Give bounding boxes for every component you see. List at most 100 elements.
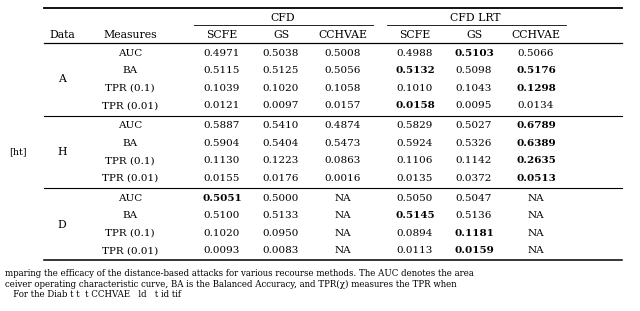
- Text: TPR (0.1): TPR (0.1): [105, 229, 155, 238]
- Text: NA: NA: [335, 211, 351, 220]
- Text: CCHVAE: CCHVAE: [319, 30, 367, 40]
- Text: 0.1039: 0.1039: [204, 84, 240, 93]
- Text: 0.5887: 0.5887: [204, 121, 240, 130]
- Text: 0.5473: 0.5473: [325, 139, 361, 148]
- Text: 0.0093: 0.0093: [204, 246, 240, 255]
- Text: CCHVAE: CCHVAE: [511, 30, 561, 40]
- Text: TPR (0.01): TPR (0.01): [102, 174, 158, 183]
- Text: 0.5326: 0.5326: [456, 139, 492, 148]
- Text: 0.5404: 0.5404: [263, 139, 299, 148]
- Text: 0.5066: 0.5066: [518, 49, 554, 58]
- Text: 0.0157: 0.0157: [325, 101, 361, 110]
- Text: 0.4971: 0.4971: [204, 49, 240, 58]
- Text: BA: BA: [122, 211, 138, 220]
- Text: 0.5829: 0.5829: [397, 121, 433, 130]
- Text: SCFE: SCFE: [399, 30, 431, 40]
- Text: 0.1142: 0.1142: [456, 156, 492, 165]
- Text: 0.1223: 0.1223: [263, 156, 299, 165]
- Text: Data: Data: [49, 30, 75, 40]
- Text: 0.0016: 0.0016: [325, 174, 361, 183]
- Text: NA: NA: [335, 194, 351, 203]
- Text: AUC: AUC: [118, 49, 142, 58]
- Text: 0.5103: 0.5103: [454, 49, 494, 58]
- Text: 0.4988: 0.4988: [397, 49, 433, 58]
- Text: 0.5100: 0.5100: [204, 211, 240, 220]
- Text: 0.0113: 0.0113: [397, 246, 433, 255]
- Text: 0.5051: 0.5051: [202, 194, 242, 203]
- Text: 0.2635: 0.2635: [516, 156, 556, 165]
- Text: 0.4874: 0.4874: [325, 121, 361, 130]
- Text: SCFE: SCFE: [206, 30, 237, 40]
- Text: 0.1298: 0.1298: [516, 84, 556, 93]
- Text: 0.1130: 0.1130: [204, 156, 240, 165]
- Text: 0.0372: 0.0372: [456, 174, 492, 183]
- Text: 0.0121: 0.0121: [204, 101, 240, 110]
- Text: BA: BA: [122, 139, 138, 148]
- Text: ceiver operating characteristic curve, BA is the Balanced Accuracy, and TPR(χ) m: ceiver operating characteristic curve, B…: [5, 280, 456, 289]
- Text: H: H: [57, 147, 67, 157]
- Text: 0.5008: 0.5008: [325, 49, 361, 58]
- Text: 0.0095: 0.0095: [456, 101, 492, 110]
- Text: 0.0159: 0.0159: [454, 246, 494, 255]
- Text: TPR (0.1): TPR (0.1): [105, 84, 155, 93]
- Text: 0.1020: 0.1020: [263, 84, 299, 93]
- Text: 0.5136: 0.5136: [456, 211, 492, 220]
- Text: 0.0863: 0.0863: [325, 156, 361, 165]
- Text: Measures: Measures: [103, 30, 157, 40]
- Text: TPR (0.01): TPR (0.01): [102, 246, 158, 255]
- Text: 0.0134: 0.0134: [518, 101, 554, 110]
- Text: BA: BA: [122, 66, 138, 75]
- Text: 0.5098: 0.5098: [456, 66, 492, 75]
- Text: AUC: AUC: [118, 121, 142, 130]
- Text: 0.0894: 0.0894: [397, 229, 433, 238]
- Text: 0.5000: 0.5000: [263, 194, 299, 203]
- Text: NA: NA: [528, 211, 544, 220]
- Text: 0.1181: 0.1181: [454, 229, 494, 238]
- Text: 0.5924: 0.5924: [397, 139, 433, 148]
- Text: 0.1020: 0.1020: [204, 229, 240, 238]
- Text: GS: GS: [273, 30, 289, 40]
- Text: NA: NA: [528, 246, 544, 255]
- Text: GS: GS: [466, 30, 482, 40]
- Text: 0.5410: 0.5410: [263, 121, 299, 130]
- Text: 0.0513: 0.0513: [516, 174, 556, 183]
- Text: 0.6389: 0.6389: [516, 139, 556, 148]
- Text: TPR (0.1): TPR (0.1): [105, 156, 155, 165]
- Text: 0.5145: 0.5145: [395, 211, 435, 220]
- Text: 0.1106: 0.1106: [397, 156, 433, 165]
- Text: 0.0950: 0.0950: [263, 229, 299, 238]
- Text: AUC: AUC: [118, 194, 142, 203]
- Text: 0.5047: 0.5047: [456, 194, 492, 203]
- Text: D: D: [58, 220, 67, 230]
- Text: 0.6789: 0.6789: [516, 121, 556, 130]
- Text: NA: NA: [335, 246, 351, 255]
- Text: 0.5050: 0.5050: [397, 194, 433, 203]
- Text: 0.5133: 0.5133: [263, 211, 299, 220]
- Text: mparing the efficacy of the distance-based attacks for various recourse methods.: mparing the efficacy of the distance-bas…: [5, 269, 474, 278]
- Text: 0.0135: 0.0135: [397, 174, 433, 183]
- Text: CFD LRT: CFD LRT: [451, 13, 500, 23]
- Text: 0.5125: 0.5125: [263, 66, 299, 75]
- Text: 0.1043: 0.1043: [456, 84, 492, 93]
- Text: For the Diab t t  t CCHVAE   ld   t id tif: For the Diab t t t CCHVAE ld t id tif: [5, 290, 181, 299]
- Text: 0.0155: 0.0155: [204, 174, 240, 183]
- Text: A: A: [58, 75, 66, 85]
- Text: 0.1058: 0.1058: [325, 84, 361, 93]
- Text: NA: NA: [528, 194, 544, 203]
- Text: TPR (0.01): TPR (0.01): [102, 101, 158, 110]
- Text: 0.0158: 0.0158: [395, 101, 435, 110]
- Text: 0.1010: 0.1010: [397, 84, 433, 93]
- Text: 0.5027: 0.5027: [456, 121, 492, 130]
- Text: 0.5176: 0.5176: [516, 66, 556, 75]
- Text: 0.5132: 0.5132: [395, 66, 435, 75]
- Text: 0.5056: 0.5056: [325, 66, 361, 75]
- Text: NA: NA: [528, 229, 544, 238]
- Text: 0.0176: 0.0176: [263, 174, 299, 183]
- Text: 0.0097: 0.0097: [263, 101, 299, 110]
- Text: CFD: CFD: [270, 13, 295, 23]
- Text: [ht]: [ht]: [9, 147, 27, 156]
- Text: 0.0083: 0.0083: [263, 246, 299, 255]
- Text: 0.5038: 0.5038: [263, 49, 299, 58]
- Text: 0.5115: 0.5115: [204, 66, 240, 75]
- Text: NA: NA: [335, 229, 351, 238]
